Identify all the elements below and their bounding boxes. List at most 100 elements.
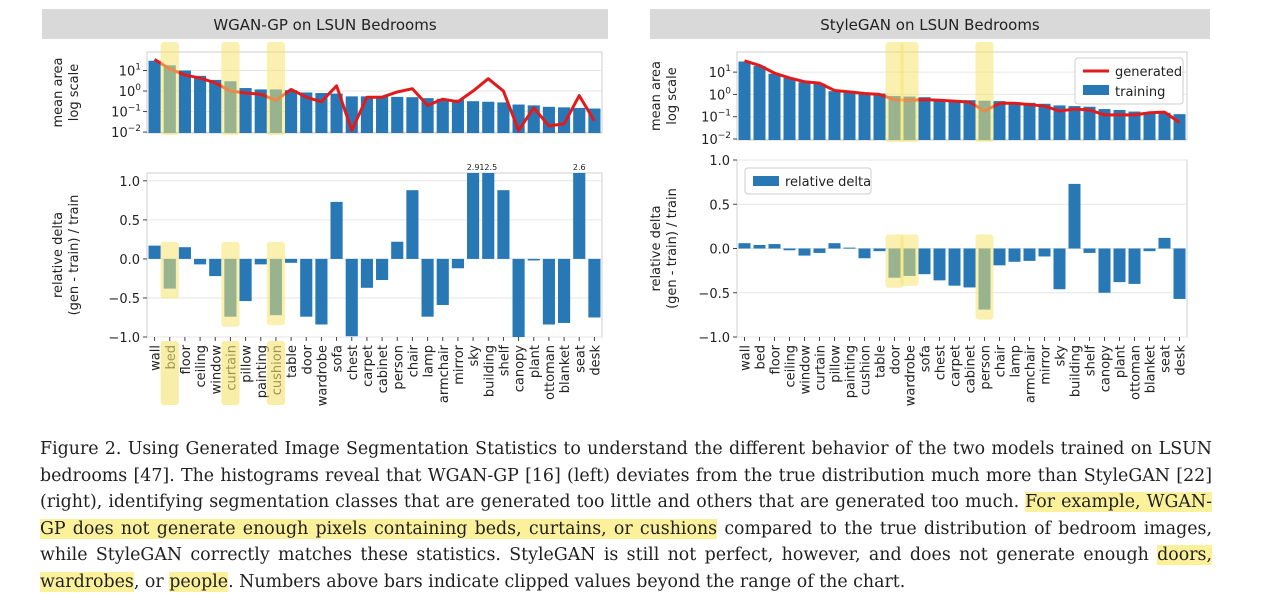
delta-bar — [963, 248, 976, 288]
x-tick-label: cabinet — [964, 345, 979, 393]
delta-bar — [858, 248, 871, 259]
highlight-mark — [885, 42, 904, 142]
training-bar — [843, 92, 856, 140]
training-bar — [918, 97, 931, 140]
top-plot-frame — [146, 51, 603, 134]
training-bar — [148, 60, 161, 133]
delta-bar — [482, 173, 495, 259]
bottom-y-tick-label: −0.5 — [108, 292, 140, 307]
delta-bar — [360, 258, 373, 288]
x-tick-label: sky — [467, 345, 482, 367]
highlight-mark — [160, 241, 179, 299]
delta-bar — [768, 244, 781, 249]
x-tick-label: wall — [149, 345, 164, 371]
x-tick-label: desk — [1174, 345, 1189, 376]
delta-bar — [239, 258, 252, 302]
delta-bar — [1083, 248, 1096, 253]
delta-bar — [194, 258, 207, 265]
x-tick-label: curtain — [814, 345, 829, 391]
bottom-plot-frame — [146, 172, 603, 338]
training-bar — [1023, 102, 1036, 140]
highlight-mark — [975, 234, 994, 320]
chart-title: WGAN-GP on LSUN Bedrooms — [213, 16, 436, 34]
title-bar — [650, 9, 1210, 39]
delta-bar — [588, 258, 601, 318]
caption-text-b: compared to the true distribution of bed… — [40, 518, 1212, 566]
training-bar — [1098, 109, 1111, 140]
x-tick-label: ceiling — [784, 345, 799, 387]
highlight-mark — [221, 341, 240, 405]
delta-bar — [843, 247, 856, 249]
x-tick-label: canopy — [513, 345, 528, 393]
training-bar — [768, 73, 781, 140]
x-tick-label: chair — [406, 344, 421, 377]
bottom-y-axis-label: relative delta — [51, 212, 66, 298]
training-bar — [1083, 106, 1096, 140]
x-tick-label: ottoman — [543, 345, 558, 400]
bottom-y-tick-label: 0.5 — [119, 214, 140, 229]
delta-bar — [783, 248, 796, 251]
delta-bar — [527, 258, 540, 261]
x-tick-label: shelf — [1084, 345, 1099, 377]
bottom-y-tick-label: −1.0 — [108, 331, 140, 346]
delta-bar — [1038, 248, 1051, 257]
delta-bar — [918, 248, 931, 275]
highlight-mark — [160, 341, 179, 405]
bottom-y-axis-label: relative delta — [649, 205, 664, 291]
x-tick-label: seat — [1159, 345, 1174, 373]
x-tick-label: desk — [588, 345, 603, 376]
delta-bar — [209, 258, 222, 277]
delta-bar — [330, 201, 343, 259]
training-bar — [285, 90, 298, 133]
x-tick-label: sofa — [919, 345, 934, 372]
training-bar — [391, 96, 404, 133]
delta-bar — [421, 258, 434, 317]
x-tick-label: sofa — [331, 345, 346, 372]
training-bar — [467, 101, 480, 133]
x-tick-label: wardrobe — [315, 345, 330, 406]
delta-bar — [753, 244, 766, 249]
training-bar — [482, 101, 495, 133]
training-bar — [1158, 112, 1171, 140]
training-bar — [813, 83, 826, 140]
delta-bar — [993, 248, 1006, 266]
training-bar — [209, 79, 222, 133]
bottom-y-tick-label: 0.5 — [709, 198, 730, 213]
training-bar — [558, 107, 571, 133]
legend-training-label: training — [1115, 85, 1165, 100]
top-y-axis-label: mean area — [51, 58, 66, 128]
x-tick-label: chest — [346, 345, 361, 380]
training-bar — [573, 107, 586, 133]
delta-bar — [1173, 248, 1186, 299]
training-bar — [963, 100, 976, 140]
training-bar — [858, 92, 871, 140]
bottom-y-tick-label: 1.0 — [709, 154, 730, 169]
delta-bar — [1143, 248, 1156, 252]
delta-bar — [813, 248, 826, 253]
bottom-y-tick-label: −1.0 — [698, 331, 730, 346]
x-tick-label: chair — [994, 344, 1009, 377]
x-tick-label: person — [979, 345, 994, 390]
top-y-tick-label: 10−2 — [111, 124, 141, 141]
bottom-y-axis-label: (gen - train) / train — [67, 195, 82, 316]
x-tick-label: plant — [1114, 345, 1129, 378]
x-tick-label: armchair — [1024, 344, 1039, 403]
x-tick-label: blanket — [1144, 345, 1159, 393]
delta-bar — [558, 258, 571, 323]
x-tick-label: sky — [1054, 345, 1069, 367]
delta-bar — [467, 173, 480, 259]
training-bar — [1038, 103, 1051, 140]
training-bar — [360, 96, 373, 133]
highlight-mark — [975, 42, 994, 142]
training-bar — [783, 77, 796, 140]
delta-bar — [1068, 183, 1081, 249]
figure-caption: Figure 2. Using Generated Image Segmenta… — [40, 436, 1212, 596]
clipped-value-label: 12.5 — [479, 163, 497, 172]
generated-line — [744, 59, 1181, 124]
delta-bar — [148, 245, 161, 259]
top-y-axis-label: mean area — [649, 61, 664, 131]
delta-bar — [406, 190, 419, 259]
x-tick-label: wall — [739, 345, 754, 371]
training-bar — [451, 99, 464, 133]
highlight-mark — [266, 42, 286, 135]
